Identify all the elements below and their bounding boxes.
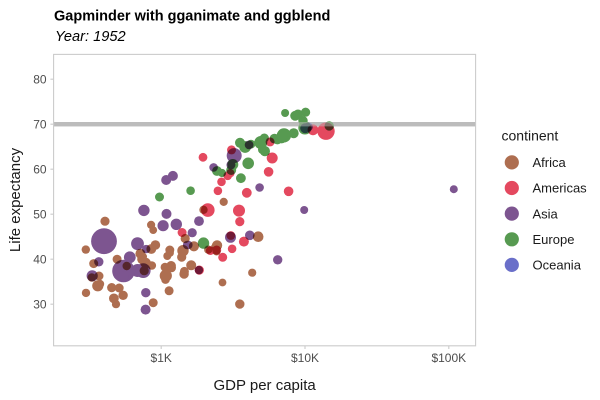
svg-text:$1K: $1K [151, 351, 172, 365]
svg-text:60: 60 [33, 163, 47, 177]
svg-text:80: 80 [33, 73, 47, 87]
svg-text:Asia: Asia [533, 206, 559, 221]
svg-text:Gapminder with gganimate and g: Gapminder with gganimate and ggblend [54, 9, 330, 25]
svg-text:Americas: Americas [533, 181, 588, 196]
svg-text:70: 70 [33, 118, 47, 132]
svg-text:30: 30 [33, 298, 47, 312]
svg-text:Year: 1952: Year: 1952 [55, 29, 126, 45]
svg-text:Europe: Europe [533, 232, 575, 247]
svg-text:continent: continent [502, 128, 559, 144]
svg-text:Oceania: Oceania [533, 258, 582, 273]
svg-text:Life expectancy: Life expectancy [7, 147, 24, 252]
svg-text:Africa: Africa [533, 155, 567, 170]
svg-text:$100K: $100K [431, 351, 466, 365]
svg-text:40: 40 [33, 253, 47, 267]
svg-text:50: 50 [33, 208, 47, 222]
svg-text:$10K: $10K [291, 351, 319, 365]
svg-text:GDP per capita: GDP per capita [213, 377, 316, 394]
